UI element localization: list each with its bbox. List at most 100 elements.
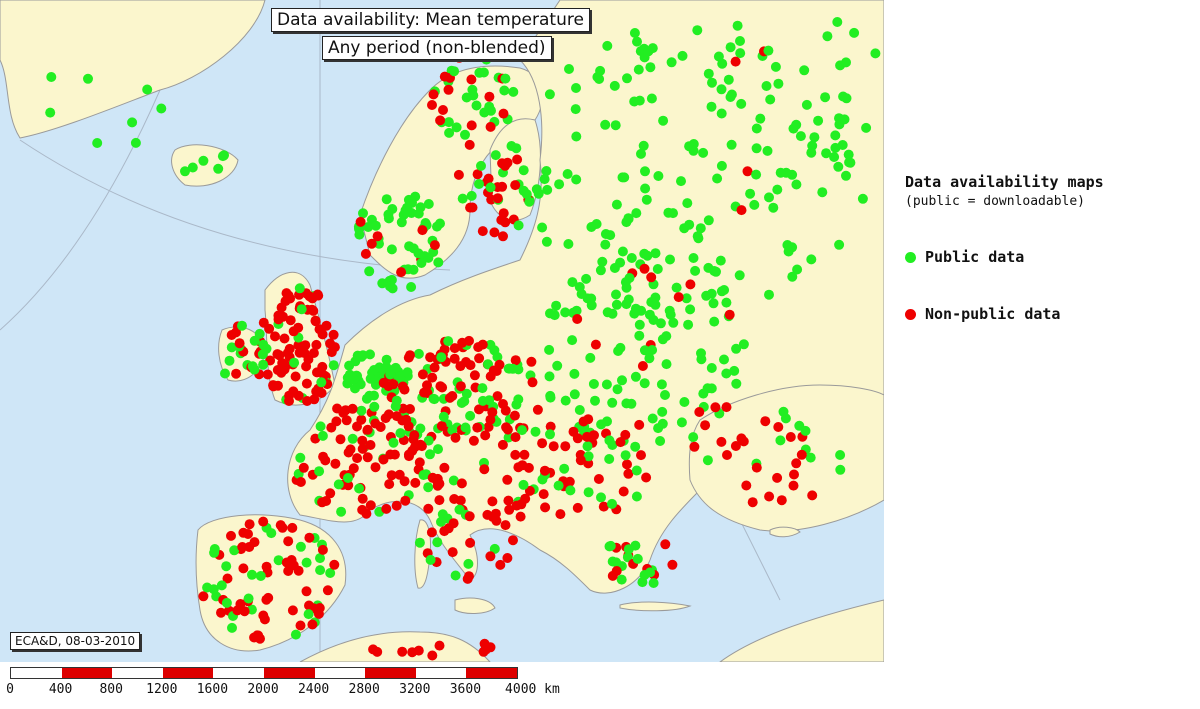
station-marker bbox=[666, 57, 677, 68]
station-marker bbox=[630, 441, 641, 452]
station-marker bbox=[646, 272, 657, 283]
station-marker bbox=[261, 594, 272, 605]
station-marker bbox=[447, 391, 458, 401]
station-marker bbox=[667, 559, 678, 570]
station-marker bbox=[370, 220, 381, 231]
scale-segment bbox=[11, 668, 62, 678]
station-marker bbox=[721, 402, 732, 413]
station-marker bbox=[607, 570, 618, 581]
station-marker bbox=[574, 405, 585, 415]
station-marker bbox=[707, 77, 717, 88]
station-marker bbox=[314, 466, 325, 477]
station-marker bbox=[630, 371, 641, 382]
station-marker bbox=[764, 289, 774, 300]
station-marker bbox=[417, 369, 428, 380]
station-marker bbox=[386, 244, 397, 255]
station-marker bbox=[542, 184, 553, 195]
station-marker bbox=[380, 413, 391, 424]
station-marker bbox=[213, 163, 224, 174]
station-marker bbox=[708, 298, 719, 309]
station-marker bbox=[381, 354, 392, 365]
station-marker bbox=[598, 501, 609, 512]
station-marker bbox=[706, 288, 717, 299]
station-marker bbox=[703, 215, 714, 226]
station-marker bbox=[751, 169, 762, 180]
station-marker bbox=[362, 452, 373, 463]
station-marker bbox=[668, 208, 678, 219]
station-marker bbox=[571, 83, 581, 93]
station-marker bbox=[335, 434, 346, 445]
station-marker bbox=[725, 42, 736, 53]
station-marker bbox=[801, 99, 812, 110]
station-marker bbox=[343, 447, 354, 458]
station-marker bbox=[807, 490, 818, 501]
station-marker bbox=[465, 537, 476, 548]
station-marker bbox=[593, 474, 604, 484]
station-marker bbox=[841, 57, 851, 68]
station-marker bbox=[631, 208, 642, 219]
station-marker bbox=[736, 205, 747, 216]
station-marker bbox=[829, 152, 840, 162]
station-marker bbox=[304, 600, 314, 611]
station-marker bbox=[706, 383, 717, 394]
station-marker bbox=[434, 640, 445, 651]
station-marker bbox=[817, 187, 828, 198]
station-marker bbox=[650, 248, 661, 259]
station-marker bbox=[607, 498, 617, 509]
station-marker bbox=[668, 317, 679, 328]
station-marker bbox=[310, 433, 321, 444]
station-marker bbox=[449, 343, 460, 354]
station-marker bbox=[45, 107, 56, 118]
station-marker bbox=[785, 432, 796, 442]
cyprus bbox=[769, 526, 801, 538]
scale-segment bbox=[314, 668, 366, 678]
station-marker bbox=[498, 108, 509, 119]
station-marker bbox=[747, 497, 758, 508]
station-marker bbox=[567, 335, 578, 346]
station-marker bbox=[467, 84, 478, 95]
station-marker bbox=[283, 566, 294, 576]
station-marker bbox=[837, 140, 848, 150]
station-marker bbox=[857, 193, 868, 204]
station-marker bbox=[268, 381, 279, 392]
station-marker bbox=[426, 527, 437, 538]
station-marker bbox=[156, 103, 167, 114]
station-marker bbox=[615, 257, 626, 268]
station-marker bbox=[362, 424, 373, 435]
station-marker bbox=[259, 614, 270, 625]
middle-east bbox=[719, 599, 884, 662]
station-marker bbox=[590, 339, 601, 350]
station-marker bbox=[645, 567, 656, 578]
station-marker bbox=[513, 394, 524, 405]
station-marker bbox=[363, 222, 374, 232]
station-marker bbox=[397, 415, 408, 426]
station-marker bbox=[792, 264, 803, 275]
station-marker bbox=[454, 504, 465, 515]
station-marker bbox=[531, 184, 542, 195]
station-marker bbox=[485, 182, 496, 193]
station-marker bbox=[595, 65, 606, 76]
station-marker bbox=[731, 343, 742, 354]
station-marker bbox=[849, 27, 860, 38]
station-marker bbox=[427, 650, 438, 661]
crete bbox=[619, 601, 692, 612]
station-marker bbox=[237, 542, 248, 552]
station-marker bbox=[521, 189, 532, 200]
station-marker bbox=[352, 453, 363, 464]
station-marker bbox=[410, 477, 421, 488]
station-marker bbox=[391, 395, 402, 406]
station-marker bbox=[348, 374, 359, 385]
station-marker bbox=[839, 114, 850, 125]
station-marker bbox=[272, 349, 283, 360]
station-marker bbox=[231, 368, 242, 379]
station-marker bbox=[209, 544, 220, 554]
station-marker bbox=[385, 369, 396, 380]
station-marker bbox=[432, 537, 443, 548]
station-marker bbox=[238, 527, 249, 538]
station-marker bbox=[703, 68, 714, 79]
station-marker bbox=[369, 401, 380, 412]
station-marker bbox=[620, 429, 631, 440]
station-marker bbox=[290, 371, 301, 382]
station-marker bbox=[626, 253, 637, 263]
station-marker bbox=[508, 535, 518, 546]
